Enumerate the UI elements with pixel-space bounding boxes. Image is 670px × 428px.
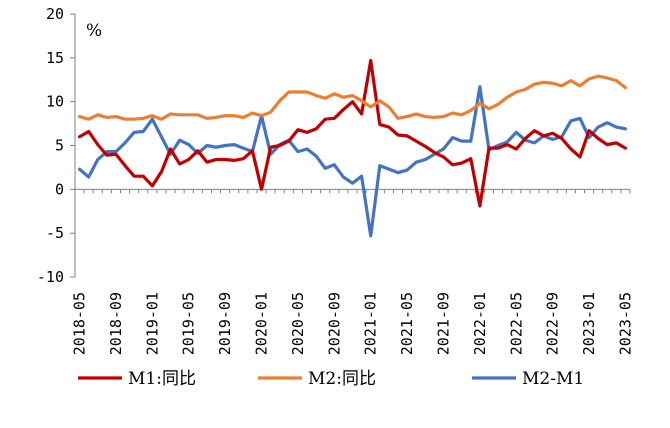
x-tick-label: 2023-01 <box>580 292 598 355</box>
series-line-1 <box>77 58 628 208</box>
unit-label: % <box>86 21 102 41</box>
x-tick-label: 2020-01 <box>253 292 271 355</box>
y-tick-label: -10 <box>37 268 64 286</box>
y-tick-label: 10 <box>46 93 64 111</box>
y-tick-label: 5 <box>55 137 64 155</box>
x-tick-label: 2021-01 <box>362 292 380 355</box>
y-tick-label: 0 <box>55 180 64 198</box>
x-tick-label: 2021-05 <box>398 292 416 355</box>
x-tick-label: 2020-09 <box>325 292 343 355</box>
legend-label: M2:同比 <box>308 369 376 389</box>
legend-label: M2-M1 <box>522 369 584 389</box>
y-ticks: -10 -5 0 5 10 15 20 <box>37 5 75 286</box>
y-tick-label: -5 <box>46 224 64 242</box>
y-tick-label: 20 <box>46 5 64 23</box>
series-line-2 <box>77 74 628 121</box>
x-tick-label: 2022-05 <box>507 292 525 355</box>
x-tick-label: 2023-05 <box>616 292 634 355</box>
axes <box>74 14 630 277</box>
series-line-3 <box>77 85 628 238</box>
x-tick-label: 2020-05 <box>289 292 307 355</box>
x-tick-label: 2018-05 <box>71 292 89 355</box>
x-tick-label: 2022-01 <box>471 292 489 355</box>
x-tick-label: 2019-05 <box>180 292 198 355</box>
x-tick-label: 2018-09 <box>107 292 125 355</box>
legend-label: M1:同比 <box>128 369 196 389</box>
x-tick-label: 2022-09 <box>544 292 562 355</box>
legend: M1:同比 M2:同比 M2-M1 <box>78 369 584 389</box>
series-layer <box>77 58 628 238</box>
x-tick-label: 2021-09 <box>434 292 452 355</box>
x-tick-label: 2019-01 <box>143 292 161 355</box>
x-ticks: 2018-05 2018-09 2019-01 2019-05 2019-09 2020-… <box>71 189 634 355</box>
y-tick-label: 15 <box>46 49 64 67</box>
x-tick-label: 2019-09 <box>216 292 234 355</box>
